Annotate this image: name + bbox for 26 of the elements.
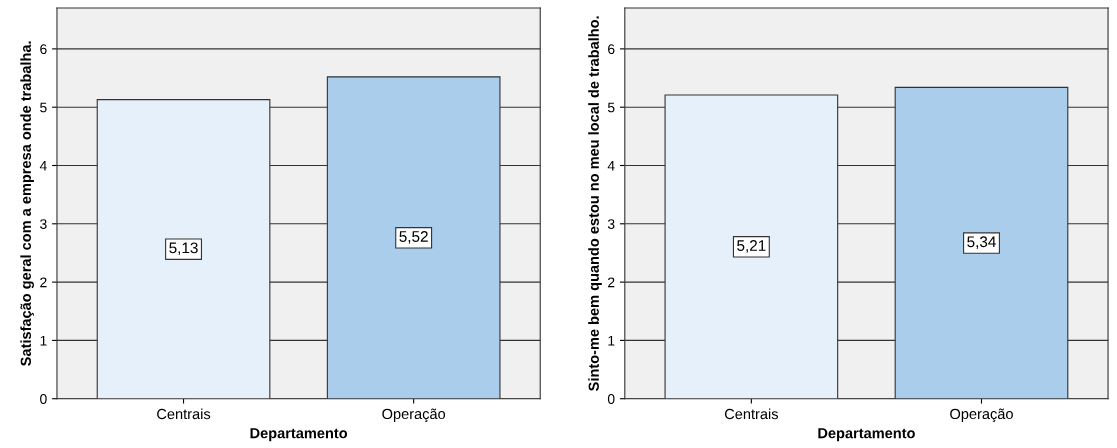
y-tick-label: 6 — [40, 44, 47, 55]
y-tick-label: 5 — [607, 102, 615, 113]
y-axis-title: Sinto-me bem quando estou no meu local de trabalho. — [588, 16, 602, 391]
y-tick-label: 5 — [40, 102, 47, 113]
x-tick-label: Centrais — [724, 408, 778, 420]
data-label: 5,13 — [169, 242, 198, 256]
y-tick-label: 2 — [40, 277, 47, 288]
y-tick-label: 0 — [607, 394, 615, 404]
x-tick-label: Centrais — [157, 408, 211, 420]
y-tick-label: 0 — [40, 394, 47, 404]
data-label: 5,52 — [399, 231, 428, 244]
y-tick-label: 1 — [608, 335, 615, 346]
y-tick-label: 1 — [40, 335, 47, 346]
x-tick-label: Operação — [382, 408, 446, 423]
data-label: 5,21 — [737, 240, 766, 253]
x-axis-title: Departamento — [250, 428, 348, 442]
y-tick-label: 3 — [607, 219, 615, 229]
y-axis-title: Satisfação geral com a empresa onde trabalha. — [20, 41, 34, 366]
y-tick-label: 2 — [608, 277, 615, 288]
x-axis-title: Departamento — [818, 428, 915, 442]
y-tick-label: 6 — [608, 44, 615, 55]
x-tick-label: Operação — [950, 408, 1013, 423]
y-tick-label: 4 — [607, 160, 615, 171]
data-label: 5,34 — [967, 236, 996, 249]
y-tick-label: 4 — [39, 160, 47, 171]
y-tick-label: 3 — [40, 219, 47, 229]
